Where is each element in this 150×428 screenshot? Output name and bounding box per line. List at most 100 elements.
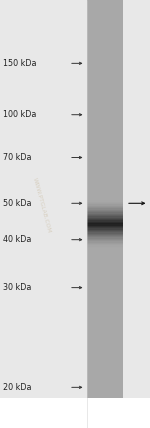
Bar [87,13,123,15]
Bar [87,265,123,267]
Bar [87,59,123,61]
Bar [87,9,123,11]
Bar [87,2,123,4]
Bar [87,214,123,216]
Bar [87,189,123,191]
Bar [87,285,123,287]
Bar [87,351,123,353]
Bar [87,190,123,193]
Bar [87,151,123,153]
Bar [87,306,123,308]
Bar [87,209,123,211]
Bar [87,195,123,196]
Bar [87,37,123,39]
Bar [87,29,123,30]
Bar [87,333,123,334]
Bar [87,184,123,186]
Bar [87,175,123,176]
Bar [87,51,123,53]
Bar [87,329,123,330]
Bar [87,375,123,377]
Bar [87,259,123,260]
Bar [87,199,123,200]
Bar [87,45,123,47]
Bar [87,180,123,182]
Bar [87,127,123,129]
Bar [87,309,123,310]
Bar [87,147,123,149]
Bar [87,294,123,296]
Bar [87,115,123,117]
Bar [87,345,123,346]
Bar [0,398,150,428]
Bar [87,144,123,146]
Bar [87,62,123,64]
Bar [87,15,123,17]
Bar [87,362,123,363]
Bar [87,238,123,240]
Text: 100 kDa: 100 kDa [3,110,36,119]
Bar [87,346,123,348]
Bar [87,272,123,273]
Bar [87,17,123,18]
Bar [87,367,123,369]
Bar [87,163,123,164]
Bar [87,372,123,374]
Bar [87,21,123,23]
Bar [87,360,123,362]
Bar [87,312,123,313]
Bar [87,289,123,291]
Bar [87,225,123,227]
Bar [87,242,123,244]
Bar [87,327,123,329]
Bar [87,383,123,385]
Text: 30 kDa: 30 kDa [3,283,31,292]
Bar [87,10,123,12]
Bar [87,140,123,142]
Bar [87,264,123,265]
Bar [87,257,123,259]
Bar [87,277,123,279]
Text: 50 kDa: 50 kDa [3,199,32,208]
Bar [87,386,123,387]
Bar [87,20,123,21]
Bar [87,323,123,325]
Bar [87,217,123,219]
Bar [87,348,123,350]
Bar [87,236,123,238]
Bar [87,366,123,368]
Bar [87,357,123,358]
Bar [87,49,123,51]
Bar [87,313,123,315]
Bar [87,110,123,111]
Bar [87,164,123,166]
Bar [87,54,123,56]
Bar [87,87,123,89]
Text: 70 kDa: 70 kDa [3,153,32,162]
Bar [87,233,123,235]
Bar [87,396,123,398]
Bar [87,177,123,179]
Bar [87,216,123,217]
Bar [87,116,123,118]
Bar [87,158,123,159]
Bar [87,161,123,163]
Bar [87,24,123,25]
Bar [87,96,123,98]
Bar [87,221,123,223]
Bar [87,132,123,134]
Bar [87,382,123,383]
Bar [87,326,123,328]
Bar [87,108,123,110]
Bar [87,78,123,80]
Bar [87,394,123,395]
Bar [87,137,123,140]
Bar [87,41,123,42]
Bar [87,55,123,57]
Bar [87,268,123,269]
Text: 40 kDa: 40 kDa [3,235,31,244]
Bar [87,192,123,194]
Bar [87,380,123,382]
Text: 20 kDa: 20 kDa [3,383,32,392]
Bar [87,335,123,337]
